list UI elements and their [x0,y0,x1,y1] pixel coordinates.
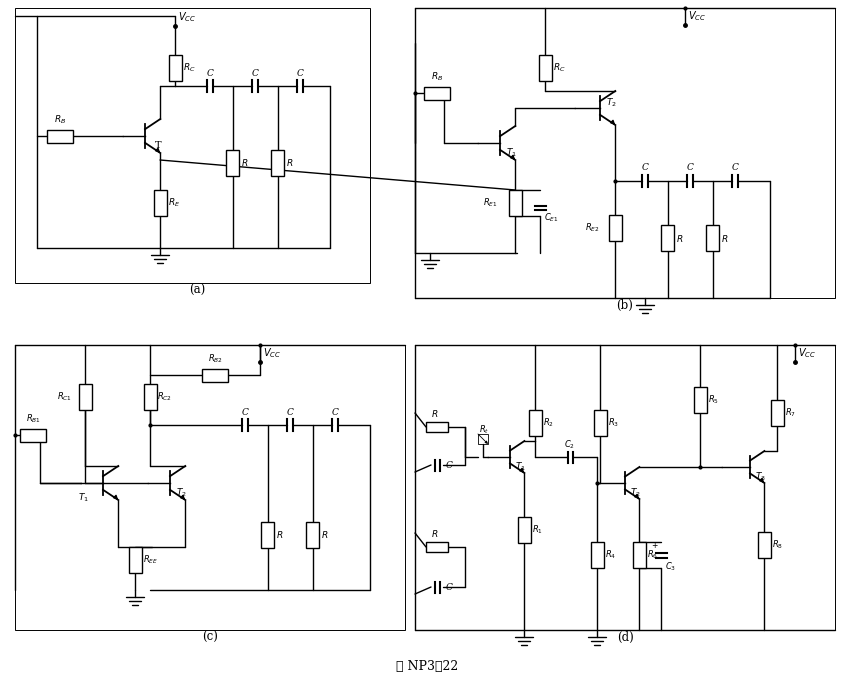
Bar [426,422,448,432]
Bar [478,434,488,444]
Bar [261,522,274,548]
Text: C: C [286,408,293,416]
Bar [758,532,771,558]
Text: C: C [446,582,453,592]
Bar [415,8,835,298]
Text: $R$: $R$ [675,232,683,243]
Bar [770,400,783,426]
Bar [424,86,450,99]
Text: $R_{E1}$: $R_{E1}$ [483,197,498,209]
Bar [15,8,370,283]
Text: $V_{CC}$: $V_{CC}$ [263,346,281,360]
Bar [539,55,551,81]
Text: (a): (a) [189,284,205,297]
Text: $R_E$: $R_E$ [168,197,180,209]
Text: $R_C$: $R_C$ [183,62,196,74]
Bar [706,225,719,251]
Text: C: C [242,408,249,416]
Text: $R_2$: $R_2$ [543,416,554,429]
Text: $R_B$: $R_B$ [431,71,443,84]
Text: $R_B$: $R_B$ [54,114,66,126]
Text: $R_6$: $R_6$ [647,549,658,561]
Bar [226,150,239,176]
Bar [168,55,181,81]
Bar [154,190,167,216]
Bar [633,542,646,568]
Bar [509,190,522,216]
Text: $R_{E2}$: $R_{E2}$ [586,222,600,234]
Text: $C_2$: $C_2$ [564,439,575,451]
Bar [202,369,228,382]
Text: $T_2$: $T_2$ [606,97,617,109]
Bar [528,410,541,436]
Text: $V_{CC}$: $V_{CC}$ [688,9,706,23]
Bar [79,384,91,410]
Text: $R$: $R$ [240,158,248,169]
Text: $R_1$: $R_1$ [533,524,543,536]
Bar [47,129,73,142]
Bar [693,387,706,413]
Text: $R_{C2}$: $R_{C2}$ [157,390,172,403]
Text: C: C [687,164,693,173]
Bar [518,517,531,543]
Text: C: C [207,68,214,77]
Bar [144,384,156,410]
Text: C: C [297,68,304,77]
Text: $R_8$: $R_8$ [772,538,783,551]
Text: $R_t$: $R_t$ [479,424,489,436]
Text: $T_1$: $T_1$ [506,147,517,159]
Text: C: C [446,460,453,469]
Text: $R$: $R$ [431,408,439,419]
Bar [271,150,284,176]
Text: $R_4$: $R_4$ [605,549,616,561]
Text: $R$: $R$ [721,232,728,243]
Text: 图 NP3－22: 图 NP3－22 [397,660,458,673]
Bar [15,345,405,630]
Text: $R$: $R$ [431,527,439,538]
Text: (d): (d) [616,630,634,643]
Text: $T_2$: $T_2$ [630,487,641,499]
Text: $R$: $R$ [275,530,283,540]
Text: $T_1$: $T_1$ [515,461,526,473]
Bar [593,410,606,436]
Text: $R_{B1}$: $R_{B1}$ [26,413,40,425]
Text: $R_C$: $R_C$ [553,62,566,74]
Text: C: C [641,164,648,173]
Bar [426,542,448,552]
Text: $R_7$: $R_7$ [785,407,796,419]
Text: $R_{EE}$: $R_{EE}$ [143,553,158,566]
Text: C: C [251,68,258,77]
Bar [128,547,141,573]
Text: $T_2$: $T_2$ [176,487,187,499]
Text: $R$: $R$ [321,530,328,540]
Bar [306,522,319,548]
Text: $C_3$: $C_3$ [665,561,676,573]
Text: C: C [732,164,739,173]
Text: $V_{CC}$: $V_{CC}$ [798,346,817,360]
Bar [661,225,674,251]
Text: (c): (c) [202,630,218,643]
Text: (b): (b) [616,299,634,312]
Text: $R$: $R$ [286,158,293,169]
Text: $C_{E1}$: $C_{E1}$ [545,212,559,224]
Bar [609,215,622,241]
Text: $R_3$: $R_3$ [608,416,619,429]
Text: T: T [155,142,162,151]
Bar [415,345,835,630]
Text: $T_3$: $T_3$ [755,471,766,483]
Bar [20,429,46,442]
Text: $T_1$: $T_1$ [78,492,89,504]
Text: C: C [332,408,339,416]
Text: $R_5$: $R_5$ [708,394,719,406]
Text: $+$: $+$ [651,540,658,550]
Text: $R_{B2}$: $R_{B2}$ [208,353,222,365]
Text: $R_{C1}$: $R_{C1}$ [57,390,72,403]
Bar [591,542,604,568]
Text: $V_{CC}$: $V_{CC}$ [178,10,196,24]
